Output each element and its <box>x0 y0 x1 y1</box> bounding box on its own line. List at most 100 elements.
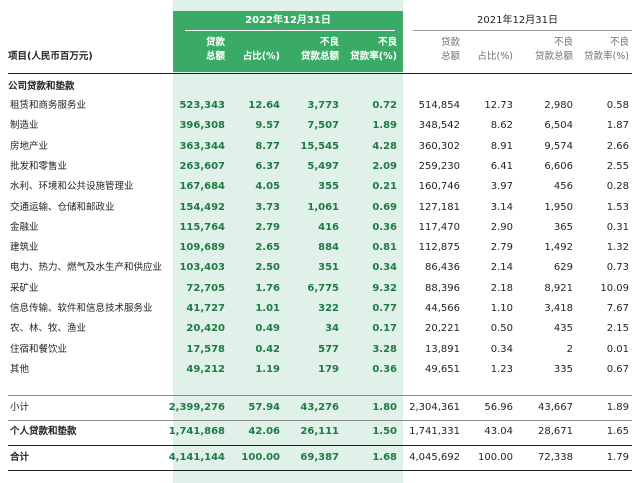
current-cell: 17,578 <box>186 343 225 355</box>
row-label: 采矿业 <box>10 282 39 294</box>
current-cell: 1.76 <box>255 282 280 294</box>
row-label: 交通运输、仓储和邮政业 <box>10 201 115 213</box>
prior-cell: 0.50 <box>490 323 513 335</box>
current-cell: 1,741,868 <box>168 426 225 437</box>
current-period-highlight <box>173 0 403 483</box>
current-header-line1: 贷款 <box>205 37 225 48</box>
current-cell: 109,689 <box>179 242 225 254</box>
table-row: 批发和零售业 263,607 6.37 5,497 2.09 259,230 6.41 6,6… <box>0 157 632 177</box>
prior-header-line1 <box>453 36 513 50</box>
table-row: 电力、热力、燃气及水生产和供应业 103,403 2.50 351 0.34 86,436… <box>0 258 632 278</box>
current-cell: 0.36 <box>372 363 397 375</box>
prior-cell: 2.66 <box>606 140 629 152</box>
current-cell: 41,727 <box>186 303 225 314</box>
row-label: 住宿和餐饮业 <box>10 343 68 355</box>
prior-cell: 2.90 <box>490 221 513 233</box>
prior-header-line2: 总额 <box>440 51 460 62</box>
current-cell: 9.32 <box>372 282 397 294</box>
current-cell: 0.49 <box>255 323 280 335</box>
current-cell: 167,684 <box>179 181 225 193</box>
current-cell: 6,775 <box>307 282 339 294</box>
current-cell: 43,276 <box>300 402 339 413</box>
table-row: 制造业 396,308 9.57 7,507 1.89 348,542 8.62 6,504 1… <box>0 116 632 136</box>
prior-cell: 348,542 <box>418 120 460 132</box>
current-cell: 884 <box>318 242 339 254</box>
prior-cell: 117,470 <box>418 221 460 233</box>
current-cell: 2.79 <box>255 221 280 233</box>
prior-cell: 6.41 <box>490 160 513 172</box>
row-label: 信息传输、软件和信息技术服务业 <box>10 303 153 314</box>
current-cell: 103,403 <box>179 262 225 274</box>
prior-cell: 1.87 <box>606 120 629 132</box>
prior-cell: 365 <box>553 221 573 233</box>
row-label: 个人贷款和垫款 <box>10 426 77 437</box>
row-label: 制造业 <box>10 120 39 132</box>
current-cell: 4,141,144 <box>168 452 225 463</box>
personal-rule <box>8 420 632 421</box>
prior-cell: 435 <box>553 323 573 335</box>
prior-cell: 0.58 <box>606 100 629 111</box>
current-cell: 2.09 <box>372 160 397 172</box>
table-row: 房地产业 363,344 8.77 15,545 4.28 360,302 8.91 9,57… <box>0 137 632 157</box>
row-label: 公司贷款和垫款 <box>8 81 75 92</box>
current-cell: 523,343 <box>179 100 225 111</box>
prior-cell: 12.73 <box>484 100 513 111</box>
header-rule <box>8 73 632 74</box>
prior-cell: 2.18 <box>490 282 513 294</box>
prior-cell: 0.01 <box>606 343 629 355</box>
prior-cell: 6,504 <box>544 120 573 132</box>
current-cell: 1.89 <box>372 120 397 132</box>
row-label: 农、林、牧、渔业 <box>10 323 87 335</box>
prior-cell: 100.00 <box>478 452 513 463</box>
table-row: 金融业 115,764 2.79 416 0.36 117,470 2.90 365 0.31 <box>0 218 632 238</box>
row-label: 水利、环境和公共设施管理业 <box>10 181 134 193</box>
prior-cell: 43,667 <box>538 402 573 413</box>
current-cell: 1.01 <box>255 303 280 314</box>
row-label: 金融业 <box>10 221 39 233</box>
prior-cell: 56.96 <box>484 402 513 413</box>
prior-cell: 2.15 <box>606 323 629 335</box>
prior-header-line2: 贷款总额 <box>534 51 573 62</box>
prior-cell: 86,436 <box>425 262 460 274</box>
current-cell: 42.06 <box>248 426 280 437</box>
current-cell: 69,387 <box>300 452 339 463</box>
current-cell: 115,764 <box>179 221 225 233</box>
current-cell: 355 <box>318 181 339 193</box>
prior-header-line2: 占比(%) <box>477 51 513 62</box>
prior-header-line1: 不良 <box>609 37 629 48</box>
table-row: 农、林、牧、渔业 20,420 0.49 34 0.17 20,221 0.50 435 2.1… <box>0 319 632 339</box>
current-header-line1: 不良 <box>377 37 397 48</box>
current-header-2: 不良 贷款总额 <box>279 36 339 66</box>
prior-cell: 0.34 <box>490 343 513 355</box>
current-cell: 0.42 <box>255 343 280 355</box>
prior-cell: 2.14 <box>490 262 513 274</box>
current-cell: 0.72 <box>372 100 397 111</box>
prior-cell: 2.79 <box>490 242 513 254</box>
table-row: 住宿和餐饮业 17,578 0.42 577 3.28 13,891 0.34 2 0.01 <box>0 340 632 360</box>
current-cell: 5,497 <box>307 160 339 172</box>
current-cell: 2,399,276 <box>168 402 225 413</box>
table-row: 交通运输、仓储和邮政业 154,492 3.73 1,061 0.69 127,181 3.… <box>0 198 632 218</box>
current-cell: 57.94 <box>248 402 280 413</box>
row-label: 合计 <box>10 452 30 463</box>
total-rule <box>8 445 632 446</box>
row-label: 批发和零售业 <box>10 160 68 172</box>
current-cell: 0.21 <box>372 181 397 193</box>
current-cell: 34 <box>325 323 339 335</box>
current-cell: 4.28 <box>372 140 397 152</box>
prior-cell: 6,606 <box>544 160 573 172</box>
current-header-1: 占比(%) <box>220 36 280 66</box>
current-header-line2: 贷款率(%) <box>350 51 397 62</box>
current-cell: 322 <box>318 303 339 314</box>
current-cell: 3,773 <box>307 100 339 111</box>
current-cell: 416 <box>318 221 339 233</box>
period-prior-title: 2021年12月31日 <box>477 15 558 26</box>
prior-cell: 7.67 <box>606 303 629 314</box>
current-cell: 154,492 <box>179 201 225 213</box>
prior-cell: 2,304,361 <box>409 402 460 413</box>
current-cell: 0.34 <box>372 262 397 274</box>
total-row: 合计 4,141,144 100.00 69,387 1.68 4,045,692 100.… <box>0 448 632 468</box>
prior-cell: 3.97 <box>490 181 513 193</box>
prior-cell: 44,566 <box>425 303 460 314</box>
current-cell: 1.19 <box>255 363 280 375</box>
